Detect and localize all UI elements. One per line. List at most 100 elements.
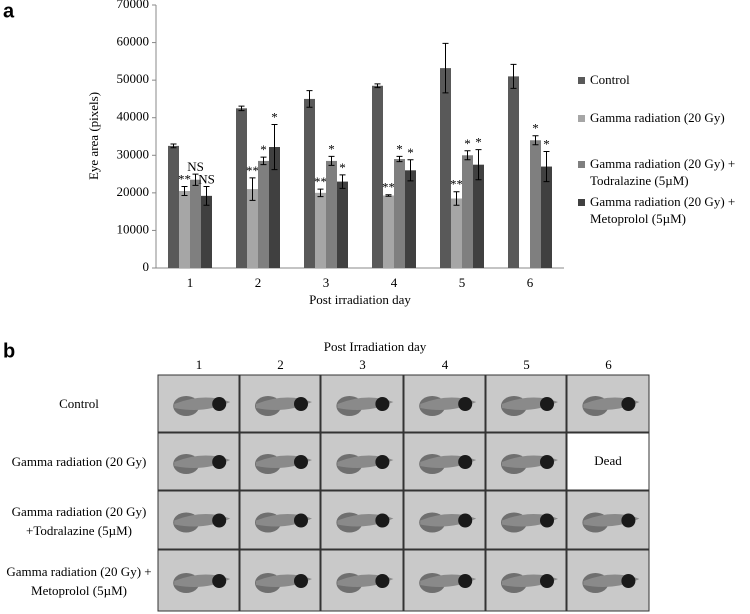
error-bar: [374, 83, 381, 89]
error-bar: [385, 194, 392, 197]
bar: [451, 198, 462, 268]
bar: [168, 145, 179, 268]
legend-label: Gamma radiation (20 Gy): [590, 110, 725, 125]
x-tick-label: 4: [391, 275, 398, 290]
bar: [304, 98, 315, 268]
bar: [337, 181, 348, 268]
larva-eye: [294, 455, 308, 469]
error-bar: [181, 185, 188, 196]
error-bar: [510, 63, 517, 89]
larva-eye: [212, 574, 227, 588]
error-bar: [271, 123, 278, 171]
larva-eye: [375, 574, 390, 588]
y-tick-label: 0: [143, 259, 150, 274]
column-label: 4: [442, 357, 449, 372]
significance-label: **: [314, 174, 327, 189]
significance-label: *: [328, 141, 335, 156]
error-bar: [238, 105, 245, 112]
error-bar: [532, 135, 539, 146]
bar: [326, 160, 337, 268]
y-axis-title: Eye area (pixels): [86, 92, 101, 180]
row-label: Control: [59, 396, 99, 411]
bar: [440, 68, 451, 269]
larva-eye: [621, 513, 636, 528]
bar: [201, 195, 212, 268]
legend-swatch: [578, 161, 585, 168]
bar: [372, 85, 383, 269]
larva-eye: [212, 397, 227, 411]
significance-label: *: [260, 142, 267, 157]
x-tick-label: 5: [459, 275, 466, 290]
row-label: Gamma radiation (20 Gy) + Metoprolol (5µ…: [6, 564, 152, 598]
x-tick-label: 2: [255, 275, 262, 290]
y-tick-label: 50000: [117, 71, 150, 86]
error-bar: [442, 42, 449, 94]
error-bar: [464, 150, 471, 161]
x-tick-label: 6: [527, 275, 534, 290]
significance-label: *: [475, 135, 482, 150]
significance-label: *: [407, 145, 414, 160]
error-bar: [260, 156, 267, 166]
larva-eye: [375, 397, 390, 411]
significance-label: NS: [187, 159, 204, 174]
panel-b-title: Post Irradiation day: [324, 339, 427, 354]
bar: [179, 190, 190, 268]
error-bar: [407, 159, 414, 182]
bar: [405, 170, 416, 268]
larva-eye: [458, 513, 473, 528]
larva-eye: [375, 455, 390, 469]
error-bar: [453, 191, 460, 206]
x-axis-title: Post irradiation day: [309, 292, 411, 307]
panel-label: a: [3, 0, 15, 22]
legend-swatch: [578, 199, 585, 206]
y-tick-label: 60000: [117, 34, 150, 49]
larva-eye: [540, 397, 554, 411]
column-label: 6: [605, 357, 612, 372]
larva-eye: [458, 455, 473, 469]
legend-swatch: [578, 77, 585, 84]
larva-eye: [458, 574, 473, 588]
bar: [258, 160, 269, 268]
error-bar: [396, 155, 403, 163]
bar: [269, 147, 280, 268]
significance-label: **: [246, 163, 259, 178]
significance-label: **: [178, 171, 191, 186]
larva-eye: [294, 574, 308, 588]
image-cell: [566, 432, 650, 491]
row-label: Gamma radiation (20 Gy) +Todralazine (5µ…: [11, 503, 147, 538]
column-label: 5: [523, 357, 530, 372]
bar: [315, 192, 326, 268]
significance-label: *: [532, 121, 539, 136]
significance-label: *: [271, 109, 278, 124]
significance-label: *: [543, 137, 550, 152]
significance-label: **: [450, 177, 463, 192]
larva-eye: [212, 513, 227, 528]
significance-label: NS: [198, 171, 215, 186]
larva-eye: [540, 574, 554, 588]
column-label: 2: [277, 357, 284, 372]
row-label: Gamma radiation (20 Gy): [11, 454, 147, 469]
larva-eye: [621, 574, 636, 588]
column-label: 3: [359, 357, 366, 372]
bar: [462, 155, 473, 268]
y-tick-label: 70000: [117, 0, 150, 11]
significance-label: **: [382, 180, 395, 195]
error-bar: [306, 90, 313, 108]
significance-label: *: [396, 141, 403, 156]
bar: [541, 166, 552, 268]
bar: [530, 140, 541, 268]
dead-label: Dead: [594, 453, 622, 468]
legend-swatch: [578, 115, 585, 122]
larva-eye: [294, 513, 308, 528]
error-bar: [475, 149, 482, 181]
legend-label: Gamma radiation (20 Gy) + Metoprolol (5µ…: [590, 194, 736, 226]
x-tick-label: 3: [323, 275, 330, 290]
y-tick-label: 20000: [117, 184, 150, 199]
column-label: 1: [196, 357, 203, 372]
panel-label: b: [3, 340, 15, 362]
y-tick-label: 30000: [117, 146, 150, 161]
error-bar: [543, 151, 550, 183]
legend-label: Gamma radiation (20 Gy) + Todralazine (5…: [590, 156, 736, 188]
error-bar: [339, 174, 346, 189]
